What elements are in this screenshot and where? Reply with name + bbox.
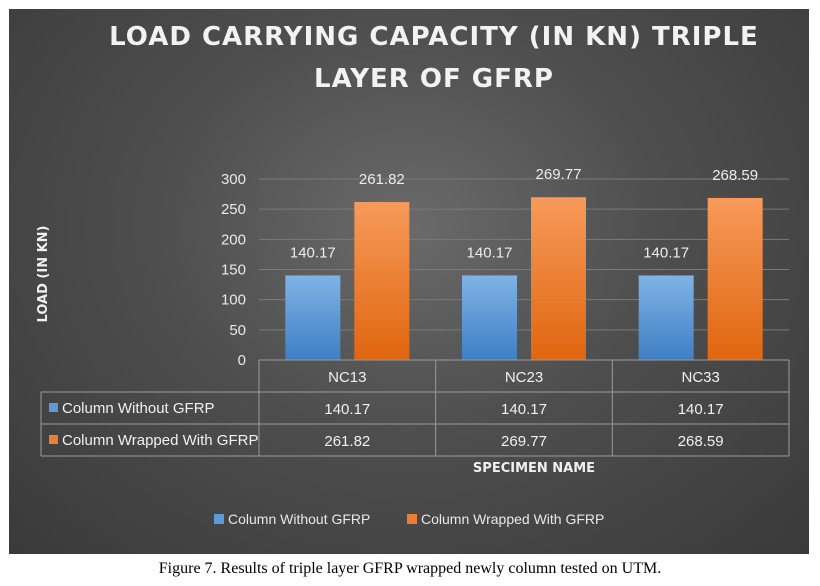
data-label: 268.59 [712,167,758,184]
table-cell: 140.17 [501,401,547,418]
x-tick-label: NC13 [328,369,366,386]
chart-panel: LOAD CARRYING CAPACITY (IN KN) TRIPLE LA… [9,9,809,554]
bar-wrapped-gfrp [531,197,586,360]
chart-title-line-2: LAYER OF GFRP [314,64,554,94]
table-legend-key [49,403,58,412]
table-cell: 140.17 [678,401,724,418]
table-series-name: Column Wrapped With GFRP [62,432,258,449]
bar-wrapped-gfrp [354,202,410,360]
bar-wrapped-gfrp [707,197,763,360]
x-tick-label: NC33 [681,369,719,386]
x-tick-label: NC23 [505,369,543,386]
chart-title-line-1: LOAD CARRYING CAPACITY (IN KN) TRIPLE [109,22,759,52]
legend-label: Column Wrapped With GFRP [421,511,604,527]
data-label: 140.17 [467,244,513,261]
y-tick-label: 300 [221,171,246,188]
y-tick-label: 50 [229,322,246,339]
y-tick-label: 0 [238,352,246,369]
y-axis-label: LOAD (IN KN) [36,226,51,323]
data-label: 269.77 [536,166,582,183]
legend-label: Column Without GFRP [228,511,370,527]
table-cell: 261.82 [324,433,370,450]
table-cell: 269.77 [501,433,547,450]
data-label: 140.17 [643,244,689,261]
table-series-name: Column Without GFRP [62,400,215,417]
bar-without-gfrp [462,275,517,360]
y-tick-label: 250 [221,201,246,218]
data-label: 140.17 [290,244,336,261]
legend-key [214,514,224,524]
legend-key [407,514,417,524]
x-axis-label: SPECIMEN NAME [473,461,595,476]
table-legend-key [49,435,58,444]
data-label: 261.82 [359,171,405,188]
y-tick-label: 100 [221,292,246,309]
y-tick-label: 200 [221,231,246,248]
y-tick-label: 150 [221,262,246,279]
figure-caption: Figure 7. Results of triple layer GFRP w… [158,560,662,577]
bar-chart: LOAD CARRYING CAPACITY (IN KN) TRIPLE LA… [36,22,790,527]
table-cell: 140.17 [324,401,370,418]
bar-without-gfrp [285,275,341,360]
bar-without-gfrp [638,275,694,360]
table-cell: 268.59 [678,433,724,450]
